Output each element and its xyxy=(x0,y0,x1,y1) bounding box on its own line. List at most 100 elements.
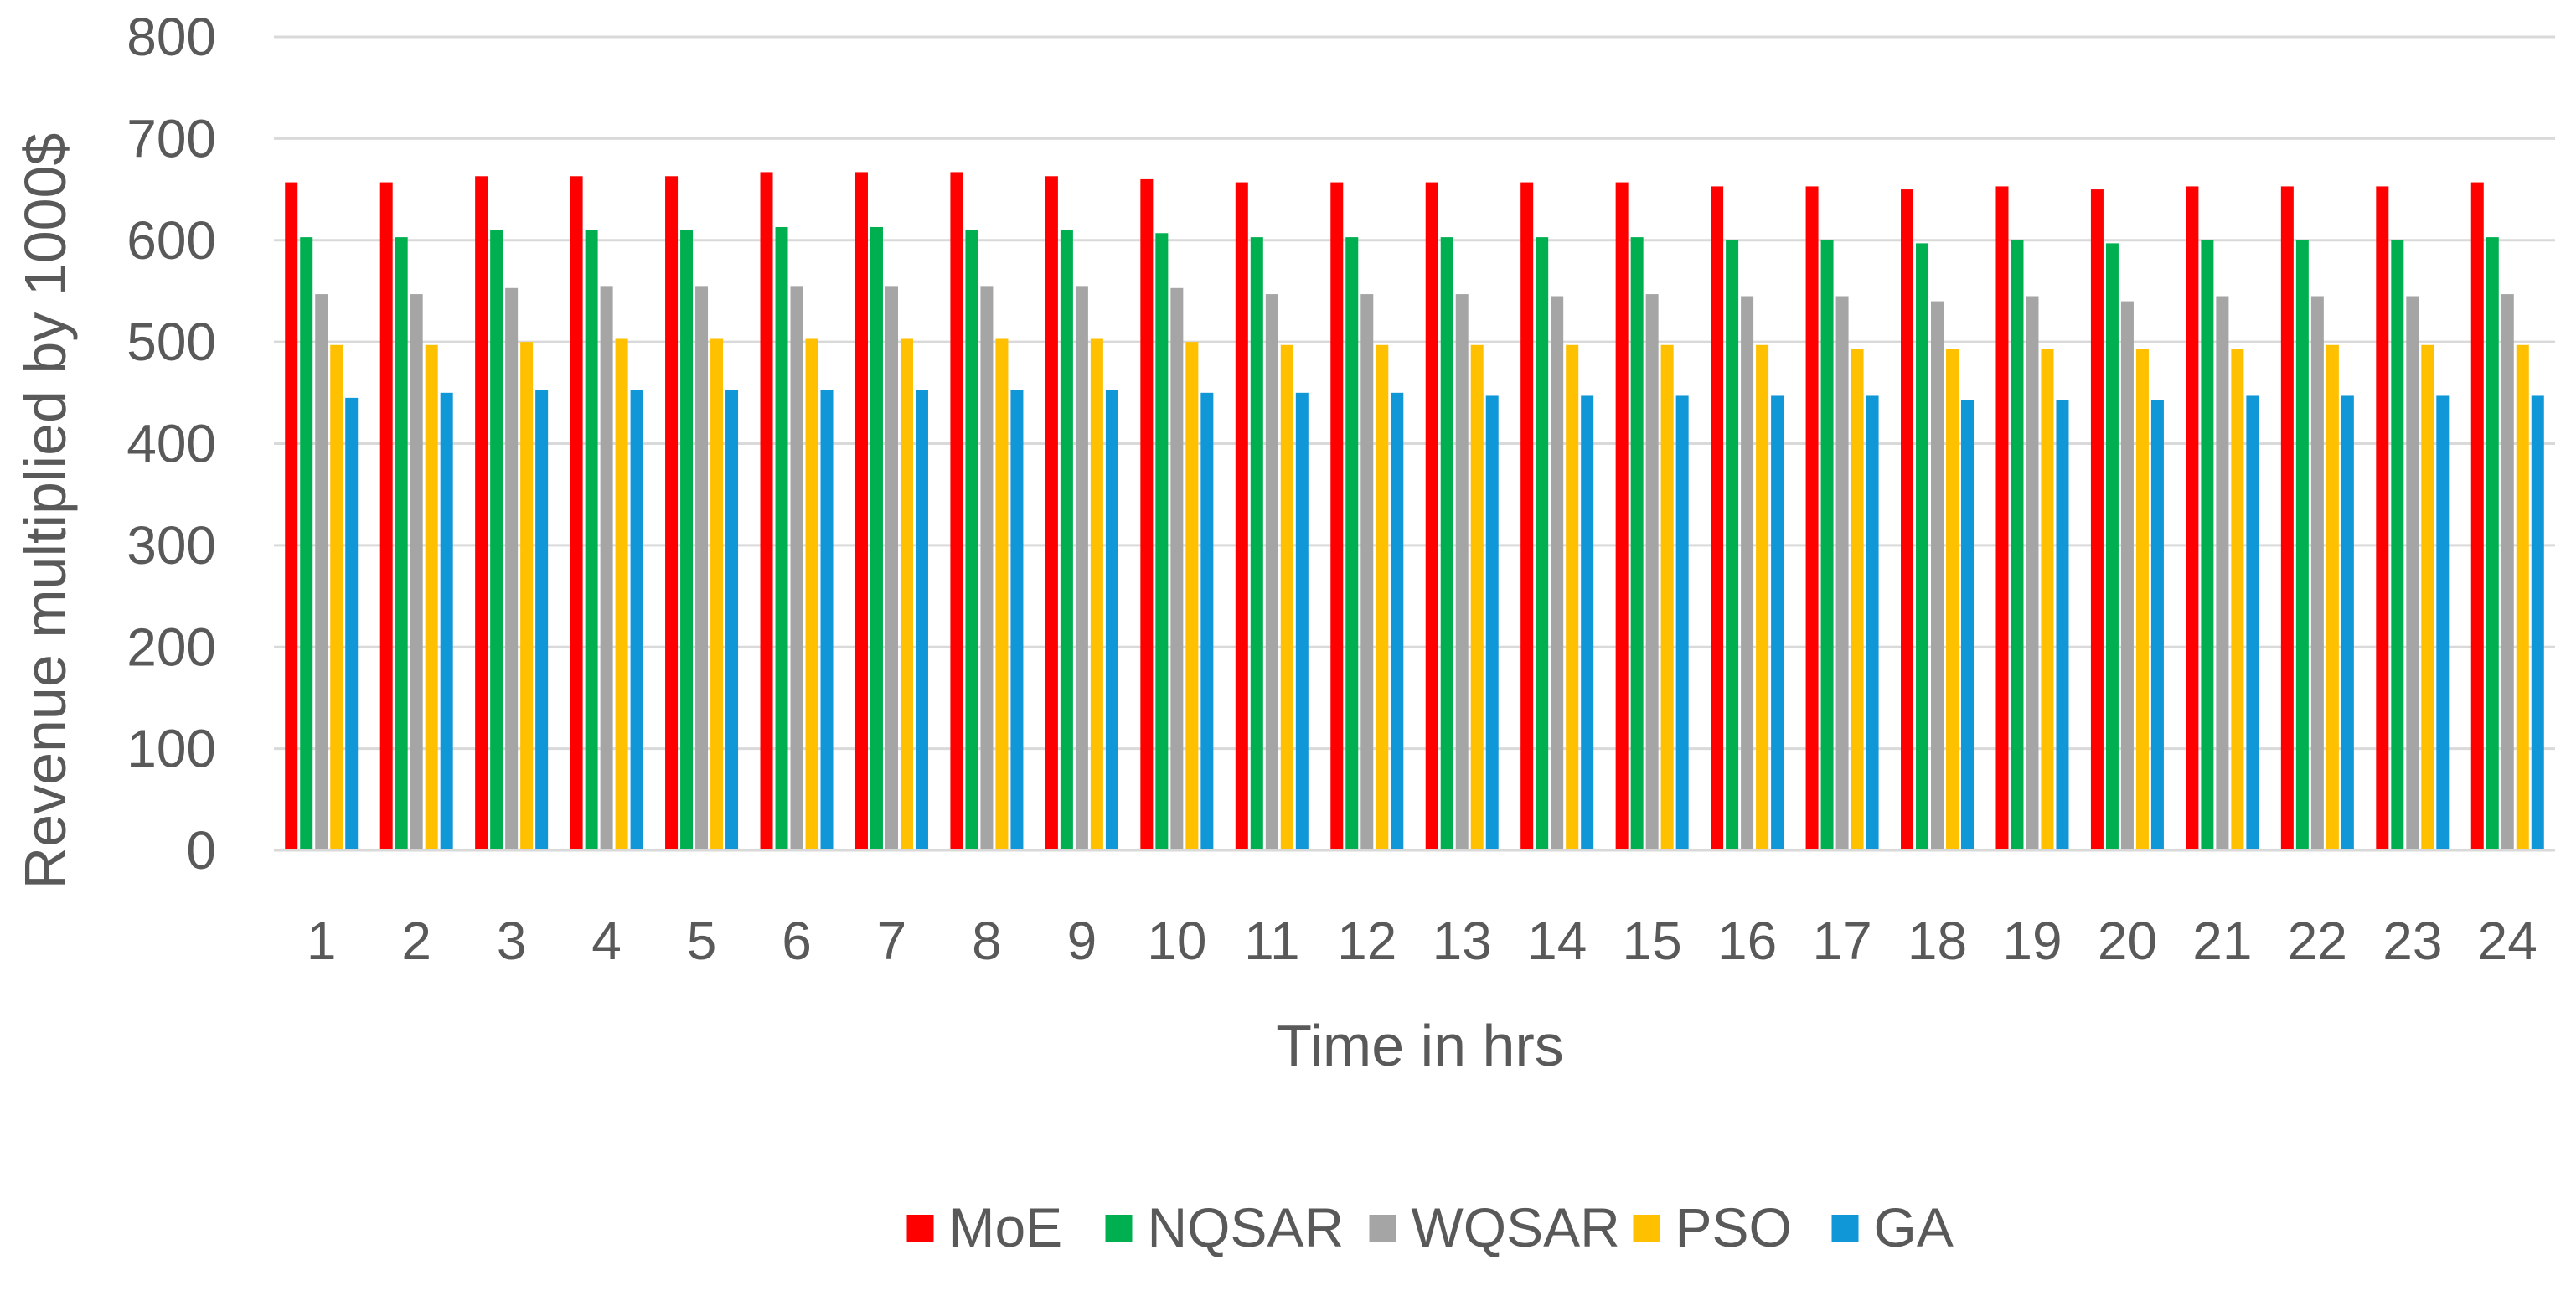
bar-pso-24 xyxy=(2516,344,2529,850)
bar-nqsar-15 xyxy=(1630,237,1644,850)
bar-pso-6 xyxy=(805,338,818,850)
bar-ga-14 xyxy=(1581,395,1594,850)
legend-item-pso: PSO xyxy=(1633,1196,1792,1258)
bar-wqsar-7 xyxy=(885,286,898,850)
y-tick-label: 200 xyxy=(126,617,216,677)
bar-wqsar-4 xyxy=(600,286,613,850)
bar-pso-8 xyxy=(995,338,1009,850)
bar-nqsar-16 xyxy=(1726,240,1739,850)
legend-item-moe: MoE xyxy=(906,1196,1063,1258)
x-tick-label: 8 xyxy=(972,911,1002,971)
bar-moe-14 xyxy=(1520,182,1534,850)
bar-wqsar-22 xyxy=(2310,296,2324,851)
bar-moe-15 xyxy=(1615,182,1629,850)
bar-pso-18 xyxy=(1946,349,1959,851)
x-tick-label: 7 xyxy=(877,911,907,971)
bar-moe-23 xyxy=(2376,186,2389,850)
bar-pso-1 xyxy=(330,344,343,850)
gridlines xyxy=(274,35,2555,751)
x-tick-label: 10 xyxy=(1147,911,1206,971)
bar-pso-2 xyxy=(425,344,438,850)
legend-item-wqsar: WQSAR xyxy=(1369,1196,1620,1258)
legend-label: NQSAR xyxy=(1148,1196,1345,1258)
x-tick-label: 21 xyxy=(2192,911,2252,971)
bar-pso-13 xyxy=(1470,344,1484,850)
x-tick-label: 5 xyxy=(687,911,717,971)
bars xyxy=(285,172,2544,851)
bar-nqsar-11 xyxy=(1250,237,1263,850)
bar-wqsar-18 xyxy=(1931,301,1944,850)
bar-pso-12 xyxy=(1376,344,1389,850)
bar-moe-9 xyxy=(1045,176,1058,850)
bar-moe-10 xyxy=(1140,178,1154,851)
bar-nqsar-6 xyxy=(775,226,788,850)
bar-nqsar-9 xyxy=(1060,230,1073,850)
bar-moe-8 xyxy=(950,172,963,850)
bar-pso-4 xyxy=(615,338,628,850)
bar-wqsar-17 xyxy=(1835,296,1849,851)
x-tick-label: 19 xyxy=(2002,911,2062,971)
bar-ga-12 xyxy=(1391,392,1404,850)
bar-moe-11 xyxy=(1235,182,1248,850)
x-tick-label: 1 xyxy=(307,911,337,971)
bar-nqsar-17 xyxy=(1820,240,1834,850)
bar-ga-7 xyxy=(915,390,928,850)
bar-nqsar-21 xyxy=(2201,240,2214,850)
bar-moe-1 xyxy=(285,182,298,850)
bar-pso-23 xyxy=(2421,344,2434,850)
bar-ga-20 xyxy=(2150,400,2164,851)
bar-nqsar-7 xyxy=(870,226,883,850)
legend-swatch xyxy=(1831,1215,1859,1242)
bar-wqsar-24 xyxy=(2501,294,2514,850)
legend-label: GA xyxy=(1874,1196,1954,1258)
bar-ga-19 xyxy=(2056,400,2069,851)
bar-nqsar-24 xyxy=(2486,237,2499,850)
bar-moe-21 xyxy=(2186,186,2199,850)
bar-ga-22 xyxy=(2341,395,2354,850)
y-tick-label: 400 xyxy=(126,414,216,474)
bar-moe-17 xyxy=(1805,186,1819,850)
bar-pso-3 xyxy=(520,342,534,850)
bar-wqsar-2 xyxy=(410,294,423,850)
bar-wqsar-8 xyxy=(980,286,994,850)
bar-nqsar-19 xyxy=(2011,240,2024,850)
bar-ga-21 xyxy=(2246,395,2259,850)
bar-pso-11 xyxy=(1280,344,1293,850)
legend-label: WQSAR xyxy=(1412,1196,1620,1258)
legend-label: MoE xyxy=(949,1196,1063,1258)
y-tick-label: 100 xyxy=(126,719,216,779)
bar-ga-3 xyxy=(535,390,549,850)
bar-moe-6 xyxy=(760,172,773,850)
bar-ga-6 xyxy=(820,390,834,850)
legend-swatch xyxy=(1633,1215,1660,1242)
bar-pso-19 xyxy=(2041,349,2054,851)
bar-nqsar-1 xyxy=(300,237,313,850)
x-tick-label: 2 xyxy=(401,911,431,971)
bar-ga-24 xyxy=(2531,395,2544,850)
y-tick-label: 500 xyxy=(126,312,216,372)
bar-wqsar-21 xyxy=(2216,296,2229,851)
bar-nqsar-4 xyxy=(585,230,598,850)
bar-moe-19 xyxy=(1995,186,2009,850)
bar-pso-15 xyxy=(1660,344,1674,850)
bar-wqsar-20 xyxy=(2120,301,2134,850)
bar-pso-16 xyxy=(1756,344,1769,850)
bar-ga-16 xyxy=(1771,395,1784,850)
bar-wqsar-13 xyxy=(1455,294,1469,850)
bar-wqsar-23 xyxy=(2406,296,2419,851)
bar-pso-22 xyxy=(2326,344,2339,850)
legend-swatch xyxy=(906,1215,934,1242)
bar-ga-10 xyxy=(1200,392,1214,850)
bar-pso-21 xyxy=(2231,349,2244,851)
x-tick-label: 3 xyxy=(497,911,527,971)
legend-label: PSO xyxy=(1675,1196,1792,1258)
bar-wqsar-3 xyxy=(505,287,519,850)
bar-moe-20 xyxy=(2090,189,2104,850)
bar-ga-23 xyxy=(2436,395,2450,850)
bar-wqsar-19 xyxy=(2026,296,2039,851)
bar-moe-16 xyxy=(1711,186,1724,850)
bar-pso-14 xyxy=(1566,344,1579,850)
